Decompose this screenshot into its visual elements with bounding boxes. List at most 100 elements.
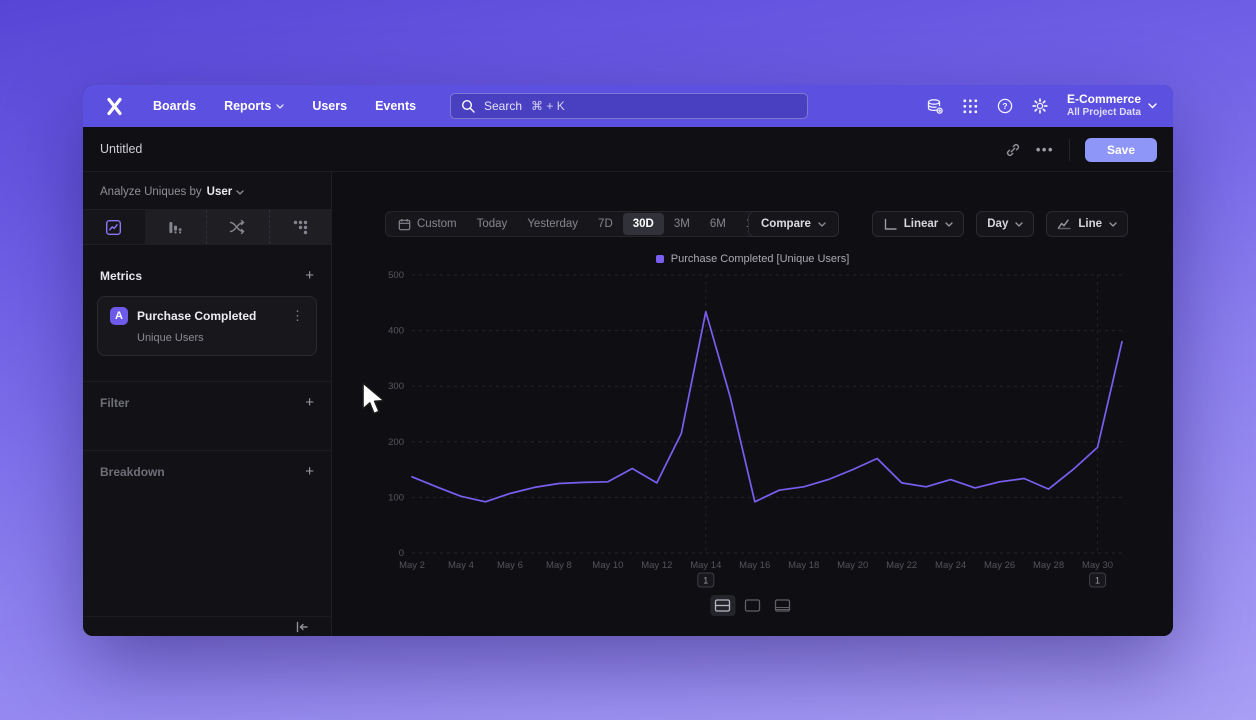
legend-swatch	[655, 255, 664, 263]
chart-legend[interactable]: Purchase Completed [Unique Users]	[332, 253, 1173, 265]
annotation-badge[interactable]	[697, 572, 715, 588]
nav-item-users[interactable]: Users	[312, 99, 348, 113]
range-today[interactable]: Today	[476, 218, 508, 230]
svg-text:May 2: May 2	[399, 560, 425, 571]
apps-grid-icon[interactable]	[963, 99, 978, 114]
project-name: E-Commerce	[1066, 92, 1141, 107]
tab-funnels[interactable]	[144, 210, 206, 244]
range-3m[interactable]: 3M	[673, 218, 690, 230]
range-7d[interactable]: 7D	[598, 218, 613, 230]
project-scope: All Project Data	[1066, 107, 1141, 119]
chevron-down-icon	[1148, 103, 1157, 109]
app-window: Boards Reports Users Events Search ⌘ + K	[83, 85, 1173, 636]
report-header: Untitled ••• Save	[83, 127, 1173, 172]
line-chart[interactable]: 0 100 200 300 400 500 1 1 May 2 May 4 May 6 May 8 Ma…	[383, 270, 1143, 595]
analyze-entity-dropdown[interactable]: User	[207, 186, 245, 198]
annotation-badge[interactable]	[1089, 572, 1107, 588]
nav-item-boards[interactable]: Boards	[153, 99, 197, 113]
data-management-icon[interactable]	[926, 98, 944, 115]
view-toggles	[710, 595, 795, 616]
svg-text:May 16: May 16	[739, 560, 770, 571]
svg-text:May 8: May 8	[546, 560, 572, 571]
range-6m[interactable]: 6M	[709, 218, 726, 230]
chart-type-dropdown[interactable]: Line	[1046, 211, 1128, 237]
svg-text:1: 1	[703, 576, 708, 586]
svg-text:May 24: May 24	[935, 560, 966, 571]
top-navbar: Boards Reports Users Events Search ⌘ + K	[83, 85, 1173, 127]
more-options-button[interactable]: •••	[1035, 142, 1054, 157]
search-placeholder: Search	[484, 99, 523, 113]
add-breakdown-button[interactable]: +	[305, 463, 314, 480]
search-input[interactable]: Search ⌘ + K	[450, 93, 808, 119]
search-shortcut: ⌘ + K	[531, 99, 565, 113]
metrics-section-title: Metrics	[100, 268, 143, 283]
chevron-down-icon	[818, 221, 826, 227]
mixpanel-logo-icon[interactable]	[97, 85, 131, 127]
svg-text:May 26: May 26	[984, 560, 1015, 571]
interval-dropdown[interactable]: Day	[976, 211, 1035, 237]
section-divider	[83, 450, 331, 451]
tab-flows[interactable]	[206, 210, 269, 244]
legend-label: Purchase Completed [Unique Users]	[670, 253, 850, 265]
date-range-group: CustomTodayYesterday7D30D3M6M12M	[385, 211, 782, 237]
svg-text:May 10: May 10	[592, 560, 623, 571]
metric-aggregation[interactable]: Unique Users	[137, 332, 204, 344]
tab-retention[interactable]	[268, 210, 331, 244]
analyze-label: Analyze Uniques by	[100, 186, 202, 198]
svg-text:May 12: May 12	[641, 560, 672, 571]
view-toggle-table-bottom[interactable]	[770, 595, 795, 616]
add-metric-button[interactable]: +	[305, 267, 314, 284]
metric-kebab-menu-icon[interactable]: ⋮	[291, 308, 304, 323]
metric-card[interactable]: A Purchase Completed ⋮ Unique Users	[97, 296, 317, 356]
svg-text:May 4: May 4	[448, 560, 474, 571]
header-divider	[1069, 138, 1070, 161]
axis-icon	[883, 218, 897, 231]
svg-text:300: 300	[388, 381, 404, 392]
line-chart-icon	[1057, 218, 1072, 230]
report-title[interactable]: Untitled	[100, 142, 143, 156]
chart-panel: CustomTodayYesterday7D30D3M6M12M Compare…	[332, 172, 1173, 636]
nav-items: Boards Reports Users Events	[139, 85, 430, 127]
report-type-tabs	[83, 209, 331, 245]
metric-series-badge: A	[110, 307, 128, 325]
range-yesterday[interactable]: Yesterday	[527, 218, 579, 230]
svg-text:May 6: May 6	[497, 560, 523, 571]
copy-link-icon[interactable]	[1005, 142, 1021, 158]
svg-text:May 28: May 28	[1033, 560, 1064, 571]
chevron-down-icon	[276, 103, 284, 109]
help-icon[interactable]: ?	[997, 98, 1013, 114]
svg-text:0: 0	[399, 548, 404, 559]
y-axis-scale-dropdown[interactable]: Linear	[871, 211, 965, 237]
svg-text:May 20: May 20	[837, 560, 868, 571]
svg-text:1: 1	[1095, 576, 1100, 586]
svg-text:200: 200	[388, 437, 404, 448]
breakdown-section-title: Breakdown	[100, 464, 165, 479]
calendar-icon	[398, 218, 411, 231]
save-button[interactable]: Save	[1085, 137, 1157, 162]
tab-insights[interactable]	[83, 210, 145, 244]
nav-item-reports[interactable]: Reports	[210, 85, 298, 127]
view-toggle-chart-only[interactable]	[740, 595, 765, 616]
project-selector[interactable]: E-Commerce All Project Data	[1067, 92, 1157, 120]
svg-text:100: 100	[388, 492, 404, 503]
search-icon	[461, 99, 475, 113]
settings-gear-icon[interactable]	[1032, 98, 1048, 114]
add-filter-button[interactable]: +	[305, 394, 314, 411]
section-divider	[83, 381, 331, 382]
range-30d[interactable]: 30D	[622, 213, 664, 235]
svg-text:May 22: May 22	[886, 560, 917, 571]
svg-text:May 18: May 18	[788, 560, 819, 571]
svg-text:500: 500	[388, 270, 404, 281]
filter-section-title: Filter	[100, 395, 130, 410]
range-custom[interactable]: Custom	[388, 213, 467, 235]
svg-text:May 14: May 14	[690, 560, 721, 571]
metric-event-name[interactable]: Purchase Completed	[137, 309, 257, 323]
query-sidebar: Analyze Uniques by User	[83, 172, 332, 636]
nav-item-events[interactable]: Events	[375, 99, 417, 113]
collapse-sidebar-icon[interactable]	[295, 621, 309, 633]
view-toggle-chart-and-table[interactable]	[710, 595, 735, 616]
compare-button[interactable]: Compare	[748, 211, 839, 237]
svg-text:May 30: May 30	[1082, 560, 1113, 571]
svg-text:400: 400	[388, 326, 404, 337]
svg-text:?: ?	[1002, 101, 1007, 111]
